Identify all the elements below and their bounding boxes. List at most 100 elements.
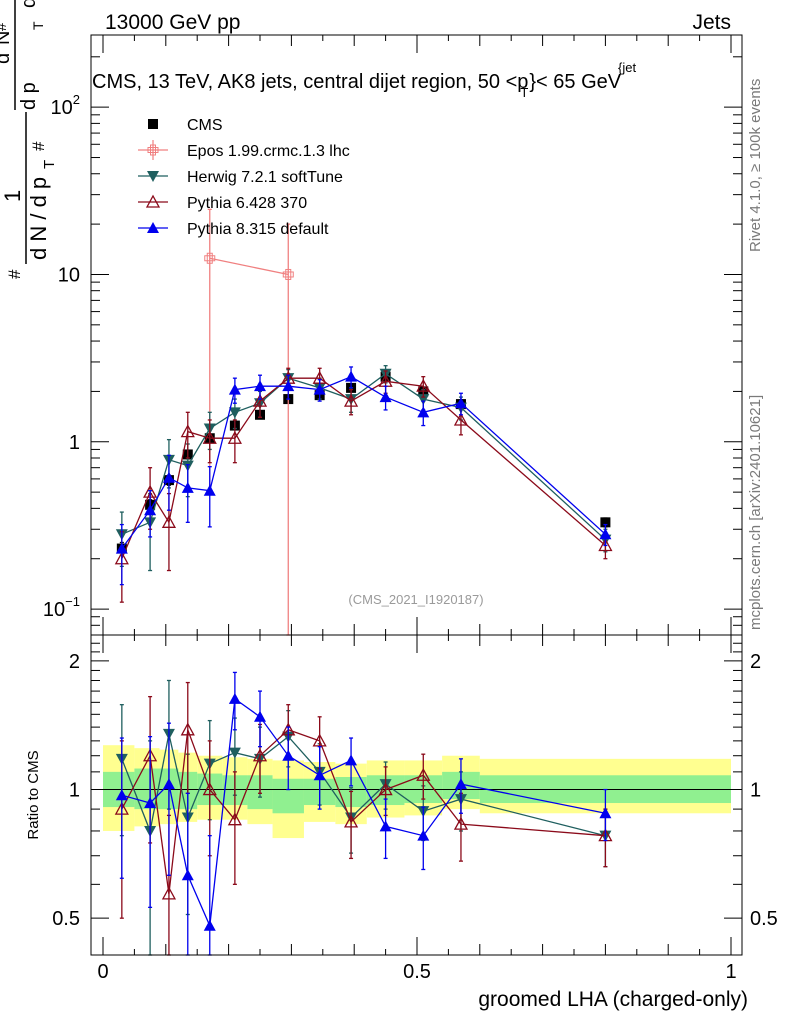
pythia-8-315-default-marker	[228, 383, 241, 395]
epos-1-99-crmc-1-3-lhc-marker-h	[204, 255, 216, 262]
pythia-8-315-default-marker	[454, 778, 467, 790]
main-ytick-label: 10	[58, 264, 80, 286]
main-ytick-exponent: 2	[73, 92, 80, 107]
pythia-8-315-default-marker	[203, 919, 216, 931]
ratio-ytick-label: 1	[69, 780, 80, 802]
legend: CMS Epos 1.99.crmc.1.3 lhc Herwig 7.2.1 so…	[138, 117, 350, 238]
pythia-6-428-370-marker	[202, 782, 217, 796]
pythia-8-315-default-line	[121, 375, 606, 549]
pythia-6-428-370-marker	[161, 514, 177, 528]
x-axis-label: groomed LHA (charged-only)	[478, 988, 748, 1011]
pythia-8-315-default-marker	[417, 829, 430, 841]
epos-1-99-crmc-1-3-lhc-marker-v	[285, 268, 292, 280]
legend-pythia-6-428-370-marker	[145, 194, 161, 208]
epos-1-99-crmc-1-3-lhc-marker-h	[282, 271, 294, 278]
pythia-8-315-default-marker	[379, 820, 392, 832]
main-ytick-label: 1	[69, 432, 80, 454]
pythia-8-315-default-marker	[203, 484, 216, 496]
ratio-ytick-label-right: 2	[750, 651, 761, 673]
pythia-6-428-370-marker	[180, 424, 195, 438]
pythia-8-315-default-marker	[282, 380, 295, 392]
ratio-uncertainty-bands	[91, 745, 742, 839]
pythia-6-428-370-marker	[453, 816, 469, 830]
analysis-watermark: (CMS_2021_I1920187)	[348, 592, 483, 607]
pythia-6-428-370-marker	[227, 430, 242, 444]
pythia-8-315-default-marker	[115, 789, 128, 801]
epos-1-99-crmc-1-3-lhc-marker-v	[206, 252, 213, 264]
epos-1-99-crmc-1-3-lhc-series	[204, 208, 294, 636]
chart-title-main: CMS, 13 TeV, AK8 jets, central dijet reg…	[92, 71, 528, 93]
ylabel-hash-2: #	[29, 141, 48, 151]
herwig-7-2-1-softtune-marker	[228, 407, 241, 419]
epos-1-99-crmc-1-3-lhc-line	[209, 257, 289, 276]
ratio-data-layer	[114, 671, 613, 956]
cms-marker	[600, 517, 611, 528]
pythia-6-428-370-marker	[416, 767, 431, 781]
ylabel-d: d	[0, 53, 14, 64]
pythia-8-315-default-marker	[345, 370, 358, 382]
xtick-label: 0	[97, 961, 108, 983]
pythia-8-315-default-series	[115, 366, 612, 586]
pythia-6-428-370-marker	[202, 430, 217, 444]
xtick-label: 0.5	[403, 961, 431, 983]
pythia-8-315-default-marker	[162, 471, 175, 483]
pythia-6-428-370-marker	[180, 722, 195, 736]
legend-pythia-8-315-default-label: Pythia 8.315 default	[187, 221, 329, 238]
chart-title-end: }< 65 GeV	[529, 71, 621, 93]
pythia-8-315-default-marker	[254, 710, 266, 722]
pythia-6-428-370-marker	[378, 782, 393, 796]
chart-title-sup: {jet	[618, 60, 636, 75]
herwig-7-2-1-softtune-marker	[228, 747, 241, 759]
chart-title: CMS, 13 TeV, AK8 jets, central dijet reg…	[92, 71, 622, 100]
pythia-8-315-default-marker	[454, 397, 467, 409]
legend-pythia-8-315-default-marker	[147, 222, 159, 233]
ylabel-exp: 2	[0, 45, 2, 52]
chart-title-sub: T	[520, 85, 528, 100]
pythia-8-315-default-marker	[162, 778, 175, 790]
ylabel-hash-3: #	[0, 22, 10, 31]
legend-epos-1-99-crmc-1-3-lhc-label: Epos 1.99.crmc.1.3 lhc	[187, 143, 350, 160]
ratio-ytick-label-right: 1	[750, 780, 761, 802]
main-axes: 10−1 10 102 1	[43, 35, 742, 636]
herwig-7-2-1-softtune-line	[121, 733, 606, 837]
header-left: 13000 GeV pp	[105, 11, 240, 34]
pythia-6-428-370-line	[121, 377, 606, 559]
legend-cms-marker	[148, 119, 158, 129]
pythia-8-315-default-marker	[345, 754, 358, 766]
pythia-8-315-default-marker	[181, 481, 194, 493]
pythia-6-428-370-marker	[312, 733, 327, 747]
main-ytick-label: 102	[51, 92, 80, 119]
pythia-6-428-370-marker	[252, 393, 268, 407]
pythia-6-428-370-marker	[227, 812, 242, 826]
ylabel-dpt: d p	[18, 82, 40, 110]
rivet-label: Rivet 4.1.0, ≥ 100k events	[747, 79, 764, 252]
ylabel-dlambda: dλ	[18, 0, 40, 8]
pythia-8-315-default-marker	[254, 380, 266, 392]
ylabel-hash-1: #	[5, 269, 24, 279]
pythia-8-315-default-marker	[115, 542, 128, 554]
legend-epos-1-99-crmc-1-3-lhc-marker-h	[147, 147, 159, 153]
herwig-7-2-1-softtune-marker	[417, 394, 430, 406]
main-ylabel: # 1 d N / d p T # d 2 N d p T dλ #	[0, 0, 58, 279]
pythia-8-315-default-marker	[228, 692, 241, 704]
pythia-6-428-370-marker	[343, 814, 359, 828]
pythia-6-428-370-marker	[598, 538, 613, 552]
pythia-8-315-default-marker	[144, 504, 157, 516]
xtick-label: 1	[725, 961, 736, 983]
pythia-8-315-default-marker	[181, 869, 194, 881]
pythia-6-428-370-marker	[343, 393, 359, 407]
ratio-ytick-label-right: 0.5	[750, 908, 778, 930]
main-data-layer	[114, 208, 613, 636]
pythia-6-428-370-line	[121, 729, 606, 894]
main-ytick-exponent: −1	[65, 594, 80, 609]
pythia-6-428-370-marker	[252, 748, 268, 762]
legend-herwig-7-2-1-softtune-label: Herwig 7.2.1 softTune	[187, 169, 343, 186]
ylabel-one: 1	[0, 190, 25, 202]
legend-pythia-6-428-370-label: Pythia 6.428 370	[187, 195, 307, 212]
pythia-8-315-default-marker	[282, 749, 295, 761]
ylabel-n: N	[0, 31, 14, 45]
main-ytick-label: 10−1	[43, 594, 80, 621]
pythia-8-315-default-marker	[417, 406, 430, 418]
ylabel-dn-dpt-sub: T	[41, 160, 58, 169]
